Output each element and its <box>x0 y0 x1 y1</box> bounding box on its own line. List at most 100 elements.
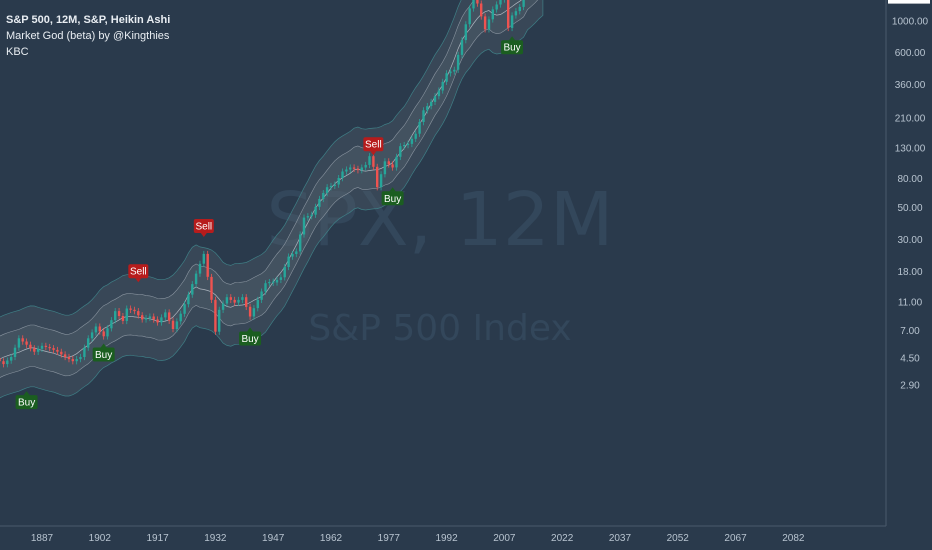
sell-signal[interactable]: Sell <box>128 264 149 283</box>
signal-label: Buy <box>503 43 520 54</box>
candle-body <box>102 331 105 337</box>
signal-pointer <box>247 327 254 332</box>
candle-body <box>275 279 279 283</box>
candle-body <box>171 320 175 329</box>
candle-body <box>483 16 487 30</box>
candle-body <box>372 156 375 167</box>
signal-badge <box>193 218 214 233</box>
price-axis[interactable]: 4800.001000.00600.00360.00210.00130.0080… <box>885 0 929 526</box>
candle-body <box>98 326 101 332</box>
legend-title[interactable]: S&P 500, 12M, S&P, Heikin Ashi <box>6 14 171 26</box>
sell-signal[interactable]: Sell <box>363 137 384 156</box>
candle-body <box>137 311 140 316</box>
candle-body <box>191 284 194 295</box>
signal-pointer <box>100 343 107 348</box>
candle-body <box>518 6 521 12</box>
buy-signal[interactable]: Buy <box>239 327 262 346</box>
legend-indicator[interactable]: Market God (beta) by @Kingthies <box>6 30 170 42</box>
candle-body <box>160 317 163 323</box>
candle-body <box>141 315 144 320</box>
candle-body <box>368 156 371 165</box>
y-tick-label: 360.00 <box>895 80 926 91</box>
candle-body <box>75 359 78 362</box>
candle-body <box>40 345 44 349</box>
x-tick-label: 2037 <box>609 533 632 544</box>
time-axis[interactable]: 1887 1902 1917 1932 1947 1962 1977 1992 2007 2022… <box>0 525 886 544</box>
price-label-bg <box>888 0 930 4</box>
candle-body <box>268 282 271 284</box>
candle-body <box>310 214 313 217</box>
candle-body <box>360 167 363 171</box>
candle-body <box>264 283 267 292</box>
candle-body <box>218 309 221 332</box>
candle-body <box>256 299 259 309</box>
buy-signal[interactable]: Buy <box>15 391 38 410</box>
candle-body <box>272 281 275 283</box>
signal-pointer <box>370 151 377 156</box>
buy-signal[interactable]: Buy <box>92 343 115 362</box>
signal-pointer <box>509 36 516 41</box>
candle-body <box>391 164 394 168</box>
candle-body <box>495 4 498 10</box>
candle-body <box>183 304 186 314</box>
candle-body <box>237 299 240 303</box>
candle-body <box>403 145 406 147</box>
candle-body <box>510 15 514 28</box>
candle-body <box>472 0 475 9</box>
candle-body <box>106 328 109 337</box>
candle-body <box>10 357 13 361</box>
candle-body <box>379 174 383 188</box>
candle-body <box>430 101 433 106</box>
y-tick-label: 11.00 <box>898 298 923 309</box>
candle-body <box>133 309 136 312</box>
candle-body <box>333 184 336 186</box>
signal-badge <box>363 137 384 152</box>
x-tick-label: 1887 <box>31 533 54 544</box>
candle-body <box>56 349 59 352</box>
candle-body <box>87 338 90 348</box>
signal-label: Sell <box>130 267 147 278</box>
candle-body <box>175 321 179 329</box>
candle-body <box>6 360 9 365</box>
candle-body <box>48 347 51 349</box>
candle-body <box>449 71 452 74</box>
candle-body <box>21 338 24 342</box>
x-tick-label: 2082 <box>782 533 805 544</box>
candle-body <box>433 96 437 102</box>
candle-body <box>252 308 256 317</box>
signal-label: Sell <box>195 221 212 232</box>
sell-signal[interactable]: Sell <box>193 218 214 237</box>
candle-body <box>295 251 298 254</box>
candle-body <box>229 297 232 300</box>
signal-pointer <box>135 278 142 283</box>
candle-body <box>13 347 17 357</box>
y-tick-label: 80.00 <box>897 174 922 185</box>
buy-signal[interactable]: Buy <box>381 187 404 206</box>
y-tick-label: 600.00 <box>895 48 926 59</box>
candle-body <box>117 311 121 316</box>
candle-body <box>25 341 28 345</box>
signal-badge <box>239 331 262 346</box>
candle-body <box>318 198 321 207</box>
candle-body <box>221 303 225 310</box>
x-tick-label: 1917 <box>146 533 169 544</box>
signal-pointer <box>23 391 30 396</box>
signal-badge <box>92 347 115 362</box>
level-price-label: 1486.45 <box>888 0 930 4</box>
buy-signal[interactable]: Buy <box>501 36 524 55</box>
candle-body <box>210 276 213 300</box>
watermark-symbol: SPX, 12M <box>266 177 613 263</box>
candle-body <box>279 277 283 280</box>
legend-study[interactable]: KBC <box>6 46 29 58</box>
candle-body <box>52 348 55 350</box>
candle-body <box>306 216 310 218</box>
candle-body <box>399 146 402 157</box>
candle-body <box>194 273 198 285</box>
candle-body <box>383 161 387 175</box>
candle-body <box>387 161 390 165</box>
signal-badge <box>15 395 38 410</box>
candle-body <box>148 316 152 318</box>
